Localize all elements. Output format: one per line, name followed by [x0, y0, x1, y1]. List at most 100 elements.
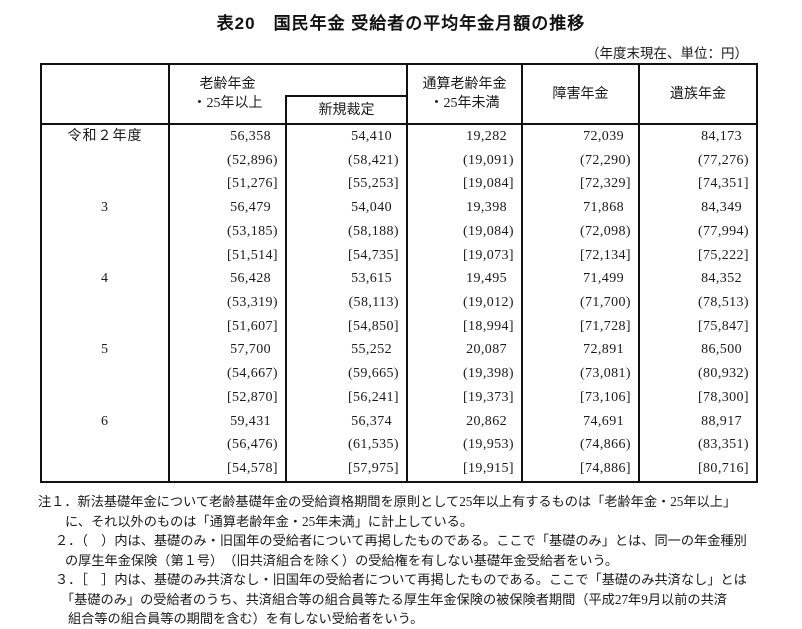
footnote-line-4: の厚生年金保険（第１号） （旧共済組合を除く）の受給権を有しない基礎年金受給者を… — [65, 552, 619, 568]
value-cell: (77,276) — [697, 152, 749, 168]
value-cell: (80,932) — [697, 366, 749, 382]
table-section: （年度末現在、単位：円） 老齢年金 ・25年以上 新規裁定 通算老齢年金 ・25… — [40, 44, 758, 483]
header-oldage-line1: 老齢年金 — [199, 77, 256, 92]
header-oldage-line2: ・25年以上 — [192, 96, 263, 111]
value-cell: (58,421) — [347, 152, 399, 168]
header-new-ruling-box: 新規裁定 — [285, 95, 406, 123]
value-column-3: 19,282 (19,091) [19,084] 19,398 (19,084) [19,… — [406, 125, 521, 481]
value-cell: [75,847] — [697, 318, 749, 334]
value-cell: [19,073] — [462, 247, 514, 263]
value-cell: (78,513) — [697, 295, 749, 311]
value-cell: (54,667) — [226, 366, 278, 382]
footnotes: 注１．新法基礎年金について老齢基礎年金の受給資格期間を原則として25年以上有する… — [38, 492, 778, 629]
value-cell: 20,862 — [466, 413, 507, 429]
value-cell: 74,691 — [583, 413, 624, 429]
year-label: 4 — [101, 271, 109, 287]
value-cell: (53,185) — [226, 223, 278, 239]
value-cell: 56,374 — [351, 413, 392, 429]
value-cell: [78,300] — [697, 389, 749, 405]
value-cell: (53,319) — [226, 295, 278, 311]
header-total-oldage-line2: ・25年未満 — [429, 96, 500, 111]
value-cell: 57,700 — [230, 342, 271, 358]
year-label-spacer — [42, 457, 168, 481]
value-cell: (73,081) — [579, 366, 631, 382]
value-cell: [51,514] — [226, 247, 278, 263]
year-label-spacer — [42, 172, 168, 196]
header-year-blank — [42, 65, 168, 125]
value-cell: [19,373] — [462, 389, 514, 405]
header-total-oldage-pension: 通算老齢年金 ・25年未満 — [406, 65, 521, 125]
value-cell: 53,615 — [351, 271, 392, 287]
value-cell: (59,665) — [347, 366, 399, 382]
value-cell: (61,535) — [347, 437, 399, 453]
value-cell: (19,398) — [462, 366, 514, 382]
header-oldage-pension: 老齢年金 ・25年以上 新規裁定 — [168, 65, 406, 125]
header-survivor-pension: 遺族年金 — [638, 65, 756, 125]
year-label-spacer — [42, 433, 168, 457]
value-cell: [19,084] — [462, 176, 514, 192]
unit-note: （年度末現在、単位：円） — [586, 46, 748, 61]
value-column-2: 54,410 (58,421) [55,253] 54,040 (58,188) [54,… — [285, 125, 406, 481]
value-cell: [80,716] — [697, 461, 749, 477]
value-cell: 88,917 — [701, 413, 742, 429]
year-label: 3 — [101, 200, 109, 216]
value-cell: (74,866) — [579, 437, 631, 453]
header-disability-label: 障害年金 — [552, 86, 609, 102]
value-cell: (19,084) — [462, 223, 514, 239]
value-cell: 84,173 — [701, 129, 742, 144]
year-label: 6 — [101, 413, 109, 429]
footnote-line-1: 注１．新法基礎年金について老齢基礎年金の受給資格期間を原則として25年以上有する… — [38, 494, 737, 509]
value-cell: (19,091) — [462, 152, 514, 168]
year-label-spacer — [42, 244, 168, 268]
value-cell: 19,398 — [466, 200, 507, 216]
page-title: 表20 国民年金 受給者の平均年金月額の推移 — [216, 14, 586, 33]
value-cell: (19,953) — [462, 437, 514, 453]
year-label: 5 — [101, 342, 109, 358]
value-cell: [55,253] — [347, 176, 399, 192]
value-cell: 56,358 — [230, 129, 271, 144]
value-cell: 84,349 — [701, 200, 742, 216]
footnote-line-3: ２．（ ）内は、基礎のみ・旧国年の受給者について再掲したものである。ここで「基礎… — [55, 533, 747, 548]
value-cell: (56,476) — [226, 437, 278, 453]
value-cell: 72,891 — [583, 342, 624, 358]
year-label-spacer — [42, 220, 168, 244]
value-cell: 55,252 — [351, 342, 392, 358]
year-label-spacer — [42, 386, 168, 410]
value-cell: [18,994] — [462, 318, 514, 334]
footnote-line-2: に、それ以外のものは「通算老齢年金・25年未満」に計上している。 — [65, 513, 474, 529]
header-survivor-label: 遺族年金 — [670, 86, 726, 102]
value-column-5: 84,173 (77,276) [74,351] 84,349 (77,994) [75,… — [638, 125, 756, 481]
footnote-line-7: 組合等の組合員等の期間を含む）を有しない受給者をいう。 — [68, 611, 424, 626]
year-column: 令和２年度 3 4 5 6 — [42, 125, 168, 481]
value-cell: (71,700) — [579, 295, 631, 311]
value-cell: [52,870] — [226, 389, 278, 405]
value-cell: [72,134] — [579, 247, 631, 263]
value-cell: 59,431 — [230, 413, 271, 429]
value-cell: 71,868 — [583, 200, 624, 216]
value-cell: 56,428 — [230, 271, 271, 287]
value-cell: [74,886] — [579, 461, 631, 477]
value-cell: 56,479 — [230, 200, 271, 216]
value-cell: [71,728] — [579, 318, 631, 334]
value-cell: [72,329] — [579, 176, 631, 192]
value-cell: 86,500 — [701, 342, 742, 358]
value-cell: [51,276] — [226, 176, 278, 192]
header-total-oldage-line1: 通算老齢年金 — [422, 77, 507, 92]
value-cell: [54,735] — [347, 247, 399, 263]
value-cell: (19,012) — [462, 295, 514, 311]
value-cell: [73,106] — [579, 389, 631, 405]
year-label-spacer — [42, 362, 168, 386]
value-cell: 54,040 — [351, 200, 392, 216]
year-label-spacer — [42, 315, 168, 339]
value-cell: (72,098) — [579, 223, 631, 239]
year-label-spacer — [42, 149, 168, 173]
value-column-4: 72,039 (72,290) [72,329] 71,868 (72,098) [72,… — [521, 125, 638, 481]
value-cell: [56,241] — [347, 389, 399, 405]
value-cell: (58,113) — [348, 295, 399, 311]
value-cell: 84,352 — [701, 271, 742, 287]
year-label: 令和２年度 — [67, 129, 143, 144]
value-cell: (77,994) — [697, 223, 749, 239]
value-cell: 71,499 — [583, 271, 624, 287]
header-disability-pension: 障害年金 — [521, 65, 638, 125]
